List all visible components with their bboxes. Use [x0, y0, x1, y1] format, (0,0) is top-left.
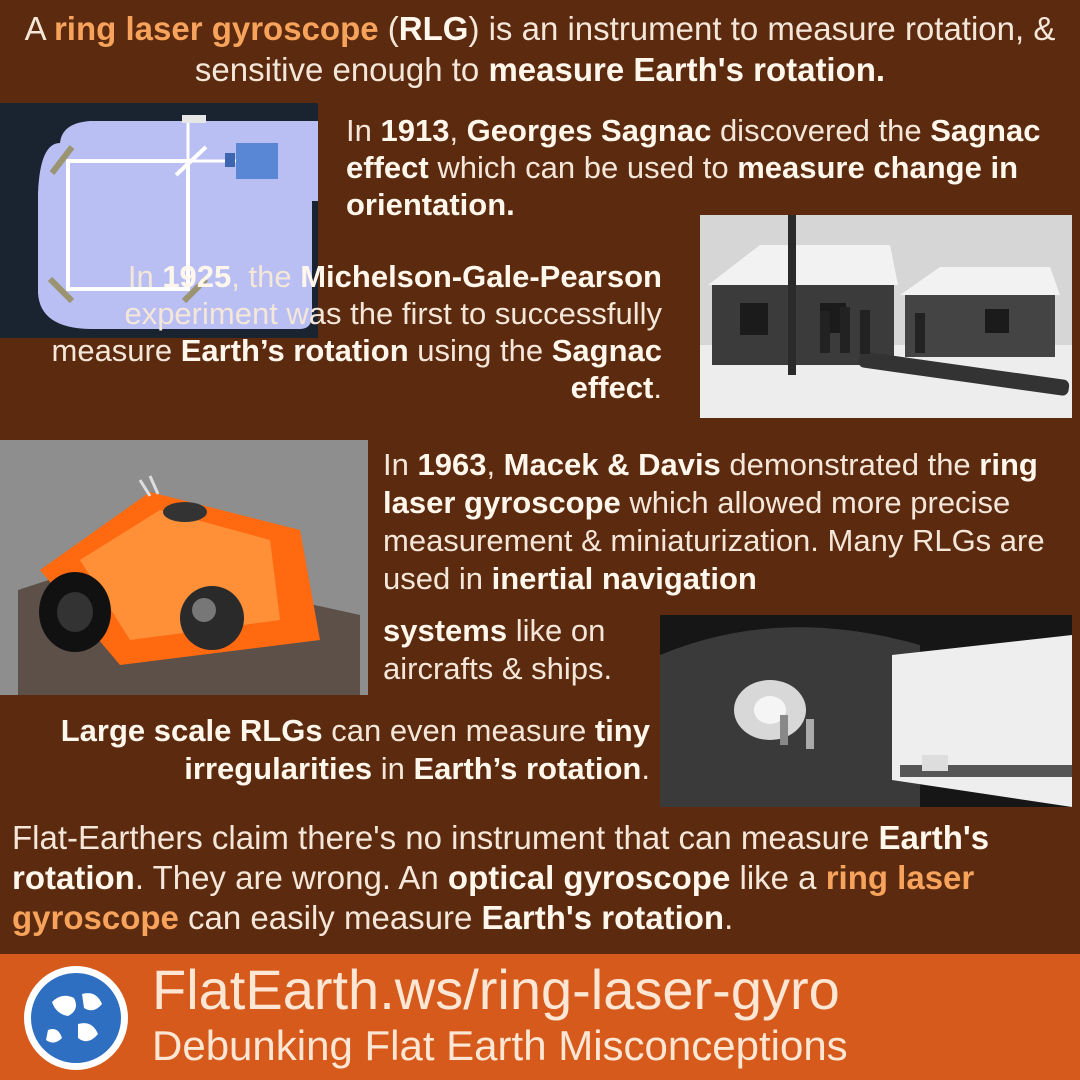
text-part: In — [383, 447, 418, 482]
term-inertial-navigation: inertial navigation — [491, 561, 757, 596]
year-1925: 1925 — [162, 259, 232, 294]
large-scale-rlg-text: Large scale RLGs can even measure tiny i… — [30, 712, 650, 788]
text-part: can easily measure — [178, 899, 482, 936]
flat-earth-claim-text: Flat-Earthers claim there's no instrumen… — [12, 818, 1070, 938]
term-earth-rotation: Earth's rotation — [12, 819, 990, 896]
name-sagnac: Georges Sagnac — [466, 113, 712, 148]
term-measure-orientation: measure change in orientation. — [346, 150, 1019, 222]
globe-logo-drawing — [24, 966, 128, 1070]
intro-part: ( — [378, 10, 399, 47]
intro-part: ) is an instrument to measure rotation, … — [194, 10, 1056, 88]
text-part: In — [127, 259, 163, 294]
term-earth-rotation: Earth's rotation — [481, 899, 725, 936]
huts-photo-drawing — [700, 215, 1072, 418]
footer-tagline: Debunking Flat Earth Misconceptions — [152, 1022, 848, 1069]
name-mgp: Michelson-Gale-Pearson — [300, 259, 662, 294]
sagnac-diagram-drawing — [0, 103, 318, 338]
intro-bold: measure Earth's rotation. — [488, 51, 886, 88]
gyro-photo-drawing — [0, 440, 368, 695]
mgp-1925-text: In 1925, the Michelson-Gale-Pearson expe… — [30, 258, 663, 406]
text-part: which can be used to — [428, 150, 738, 185]
sagnac-diagram-image — [0, 103, 318, 338]
text-part: In — [346, 113, 381, 148]
text-part: demonstrated the — [720, 447, 980, 482]
text-part: . They are wrong. An — [134, 859, 448, 896]
term-large-scale-rlgs: Large scale RLGs — [60, 713, 323, 748]
term-optical-gyroscope: optical gyroscope — [447, 859, 731, 896]
globe-logo-icon — [22, 964, 130, 1072]
text-part: like on aircrafts & ships. — [383, 613, 613, 686]
text-part: , — [486, 447, 504, 482]
navigation-systems-text: systems like on aircrafts & ships. — [383, 612, 663, 688]
intro-text: A ring laser gyroscope (RLG) is an instr… — [18, 8, 1062, 90]
year-1963: 1963 — [417, 447, 487, 482]
michelson-gale-pearson-photo — [700, 215, 1072, 418]
text-part: like a — [730, 859, 826, 896]
text-part: , — [449, 113, 467, 148]
term-earth-rotation: Earth’s rotation — [413, 751, 642, 786]
footer-url[interactable]: FlatEarth.ws/ring-laser-gyro — [152, 958, 840, 1021]
term-earth-rotation: Earth’s rotation — [180, 333, 409, 368]
tunnel-photo-drawing — [660, 615, 1072, 807]
text-part: in — [372, 751, 414, 786]
term-ring-laser-gyroscope: ring laser gyroscope — [12, 859, 975, 936]
term-tiny-irregularities: tiny irregularities — [184, 713, 650, 786]
text-part: Flat-Earthers claim there's no instrumen… — [12, 819, 879, 856]
sagnac-1913-text: In 1913, Georges Sagnac discovered the S… — [346, 112, 1070, 223]
text-part: experiment was the first to successfully… — [51, 296, 663, 368]
text-part: . — [724, 899, 734, 936]
term-sagnac-effect: Sagnac effect — [346, 113, 1041, 185]
text-part: . — [641, 751, 650, 786]
footer-band: FlatEarth.ws/ring-laser-gyro Debunking F… — [0, 954, 1080, 1080]
large-ring-laser-tunnel-photo — [660, 615, 1072, 807]
intro-highlight: ring laser gyroscope — [53, 10, 379, 47]
text-part: using the — [408, 333, 552, 368]
macek-davis-1963-text: In 1963, Macek & Davis demonstrated the … — [383, 446, 1073, 598]
intro-part: A — [24, 10, 54, 47]
intro-bold: RLG — [398, 10, 469, 47]
text-part: . — [653, 370, 662, 405]
term-ring-laser-gyroscope: ring laser gyroscope — [383, 447, 1038, 520]
ring-laser-gyroscope-photo — [0, 440, 368, 695]
name-macek-davis: Macek & Davis — [503, 447, 721, 482]
text-part: discovered the — [711, 113, 931, 148]
text-part: which allowed more precise measurement &… — [383, 485, 1045, 596]
term-systems: systems — [383, 613, 508, 648]
text-part: , the — [231, 259, 301, 294]
term-sagnac-effect: Sagnac effect — [551, 333, 662, 405]
text-part: can even measure — [322, 713, 595, 748]
year-1913: 1913 — [380, 113, 450, 148]
